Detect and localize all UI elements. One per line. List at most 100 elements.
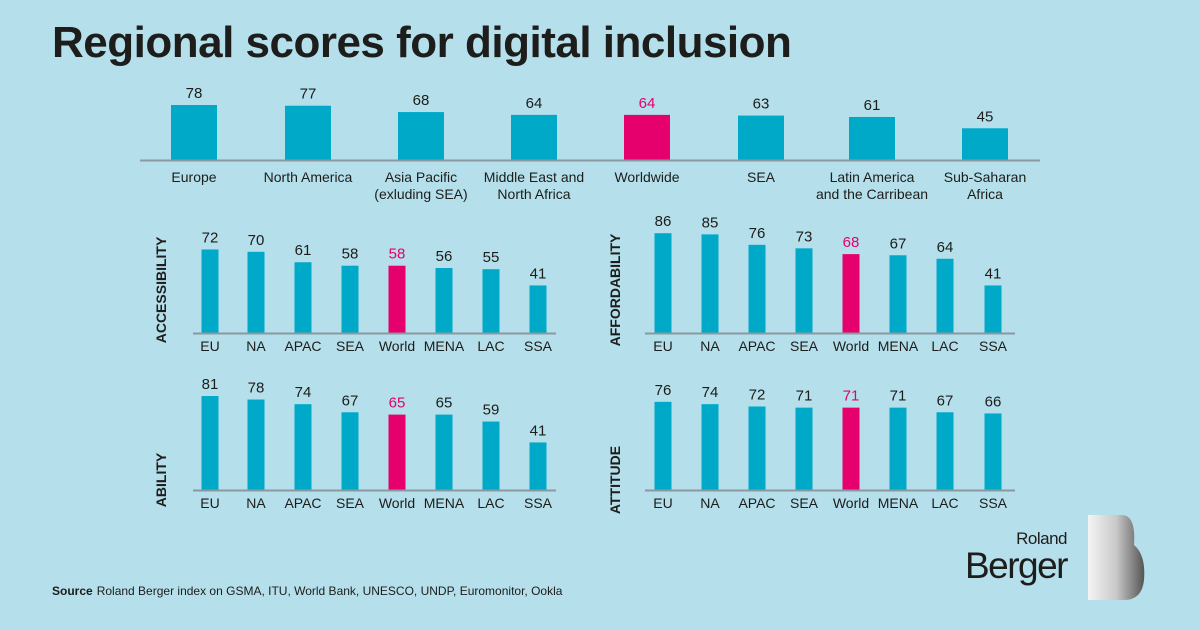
category-label: SSA — [979, 495, 1008, 511]
category-label: EU — [653, 495, 672, 511]
source-label: Source — [52, 584, 93, 598]
value-label: 55 — [483, 249, 500, 266]
y-axis-label: ACCESSIBILITY — [153, 236, 169, 343]
value-label: 59 — [483, 402, 500, 419]
category-label: World — [379, 338, 415, 354]
bar-4-1 — [701, 404, 719, 490]
value-label: 74 — [295, 384, 312, 401]
bar-3-1 — [247, 399, 265, 490]
bar-3-0 — [201, 396, 219, 490]
bar-0-4 — [624, 114, 670, 160]
logo-roland: Roland — [1016, 529, 1067, 548]
bar-3-6 — [482, 421, 500, 490]
category-label: Latin America and the Carribean — [816, 169, 928, 202]
value-label: 58 — [389, 246, 406, 263]
bar-1-3 — [341, 265, 359, 333]
value-label: 85 — [702, 214, 719, 231]
value-label: 66 — [985, 393, 1002, 410]
bar-0-7 — [962, 128, 1008, 160]
value-label: 78 — [248, 380, 265, 397]
bar-4-5 — [889, 407, 907, 490]
category-label: Asia Pacific (exluding SEA) — [374, 169, 467, 202]
bar-4-3 — [795, 407, 813, 490]
category-label: SEA — [790, 495, 819, 511]
category-label: LAC — [931, 495, 958, 511]
bar-0-6 — [849, 116, 895, 160]
value-label: 78 — [186, 85, 203, 102]
bar-0-1 — [285, 105, 331, 160]
value-label: 71 — [843, 388, 860, 405]
category-label: SEA — [336, 495, 365, 511]
category-label: World — [833, 495, 869, 511]
bar-0-0 — [171, 105, 217, 160]
bar-4-0 — [654, 401, 672, 490]
logo-berger: Berger — [964, 545, 1069, 586]
bar-1-0 — [201, 249, 219, 333]
category-label: NA — [246, 495, 266, 511]
bar-3-3 — [341, 412, 359, 490]
bar-3-4 — [388, 414, 406, 490]
value-label: 76 — [749, 225, 766, 242]
value-label: 72 — [202, 229, 219, 246]
category-label: SEA — [790, 338, 819, 354]
bar-3-5 — [435, 414, 453, 490]
category-label: APAC — [738, 495, 775, 511]
y-axis-label: AFFORDABILITY — [607, 233, 623, 346]
category-label: World — [833, 338, 869, 354]
value-label: 67 — [937, 392, 954, 409]
category-label: SSA — [524, 495, 553, 511]
y-axis-label: ABILITY — [153, 452, 169, 507]
value-label: 70 — [248, 232, 265, 249]
category-label: MENA — [878, 338, 919, 354]
y-axis-label: ATTITUDE — [607, 446, 623, 514]
bar-2-2 — [748, 244, 766, 333]
category-label: Sub-Saharan Africa — [944, 169, 1027, 202]
value-label: 61 — [295, 242, 312, 259]
value-label: 41 — [530, 265, 547, 282]
category-label: APAC — [738, 338, 775, 354]
category-label: NA — [700, 495, 720, 511]
bar-4-6 — [936, 412, 954, 490]
bar-2-1 — [701, 234, 719, 333]
value-label: 68 — [413, 92, 430, 109]
bar-4-7 — [984, 413, 1002, 490]
category-label: Europe — [171, 169, 216, 185]
value-label: 67 — [890, 235, 907, 252]
value-label: 71 — [796, 388, 813, 405]
bar-4-4 — [842, 407, 860, 490]
category-label: APAC — [284, 338, 321, 354]
bar-2-6 — [936, 258, 954, 333]
page-title: Regional scores for digital inclusion — [52, 18, 792, 67]
category-label: SSA — [524, 338, 553, 354]
category-label: EU — [200, 495, 219, 511]
category-label: MENA — [878, 495, 919, 511]
category-label: SEA — [747, 169, 776, 185]
value-label: 71 — [890, 388, 907, 405]
value-label: 86 — [655, 213, 672, 230]
category-label: North America — [264, 169, 353, 185]
value-label: 68 — [843, 234, 860, 251]
bar-1-5 — [435, 268, 453, 333]
category-label: LAC — [477, 338, 504, 354]
bar-0-3 — [511, 114, 557, 160]
bar-1-2 — [294, 262, 312, 333]
category-label: EU — [200, 338, 219, 354]
value-label: 77 — [300, 86, 317, 103]
value-label: 58 — [342, 246, 359, 263]
category-label: APAC — [284, 495, 321, 511]
category-label: SEA — [336, 338, 365, 354]
source-text: Roland Berger index on GSMA, ITU, World … — [96, 584, 563, 598]
category-label: EU — [653, 338, 672, 354]
bar-1-6 — [482, 269, 500, 333]
category-label: NA — [246, 338, 266, 354]
bar-2-5 — [889, 255, 907, 333]
value-label: 65 — [389, 395, 406, 412]
bar-1-1 — [247, 251, 265, 333]
category-label: SSA — [979, 338, 1008, 354]
category-label: LAC — [931, 338, 958, 354]
value-label: 63 — [753, 96, 770, 113]
category-label: MENA — [424, 338, 465, 354]
value-label: 41 — [530, 422, 547, 439]
bar-2-3 — [795, 248, 813, 333]
